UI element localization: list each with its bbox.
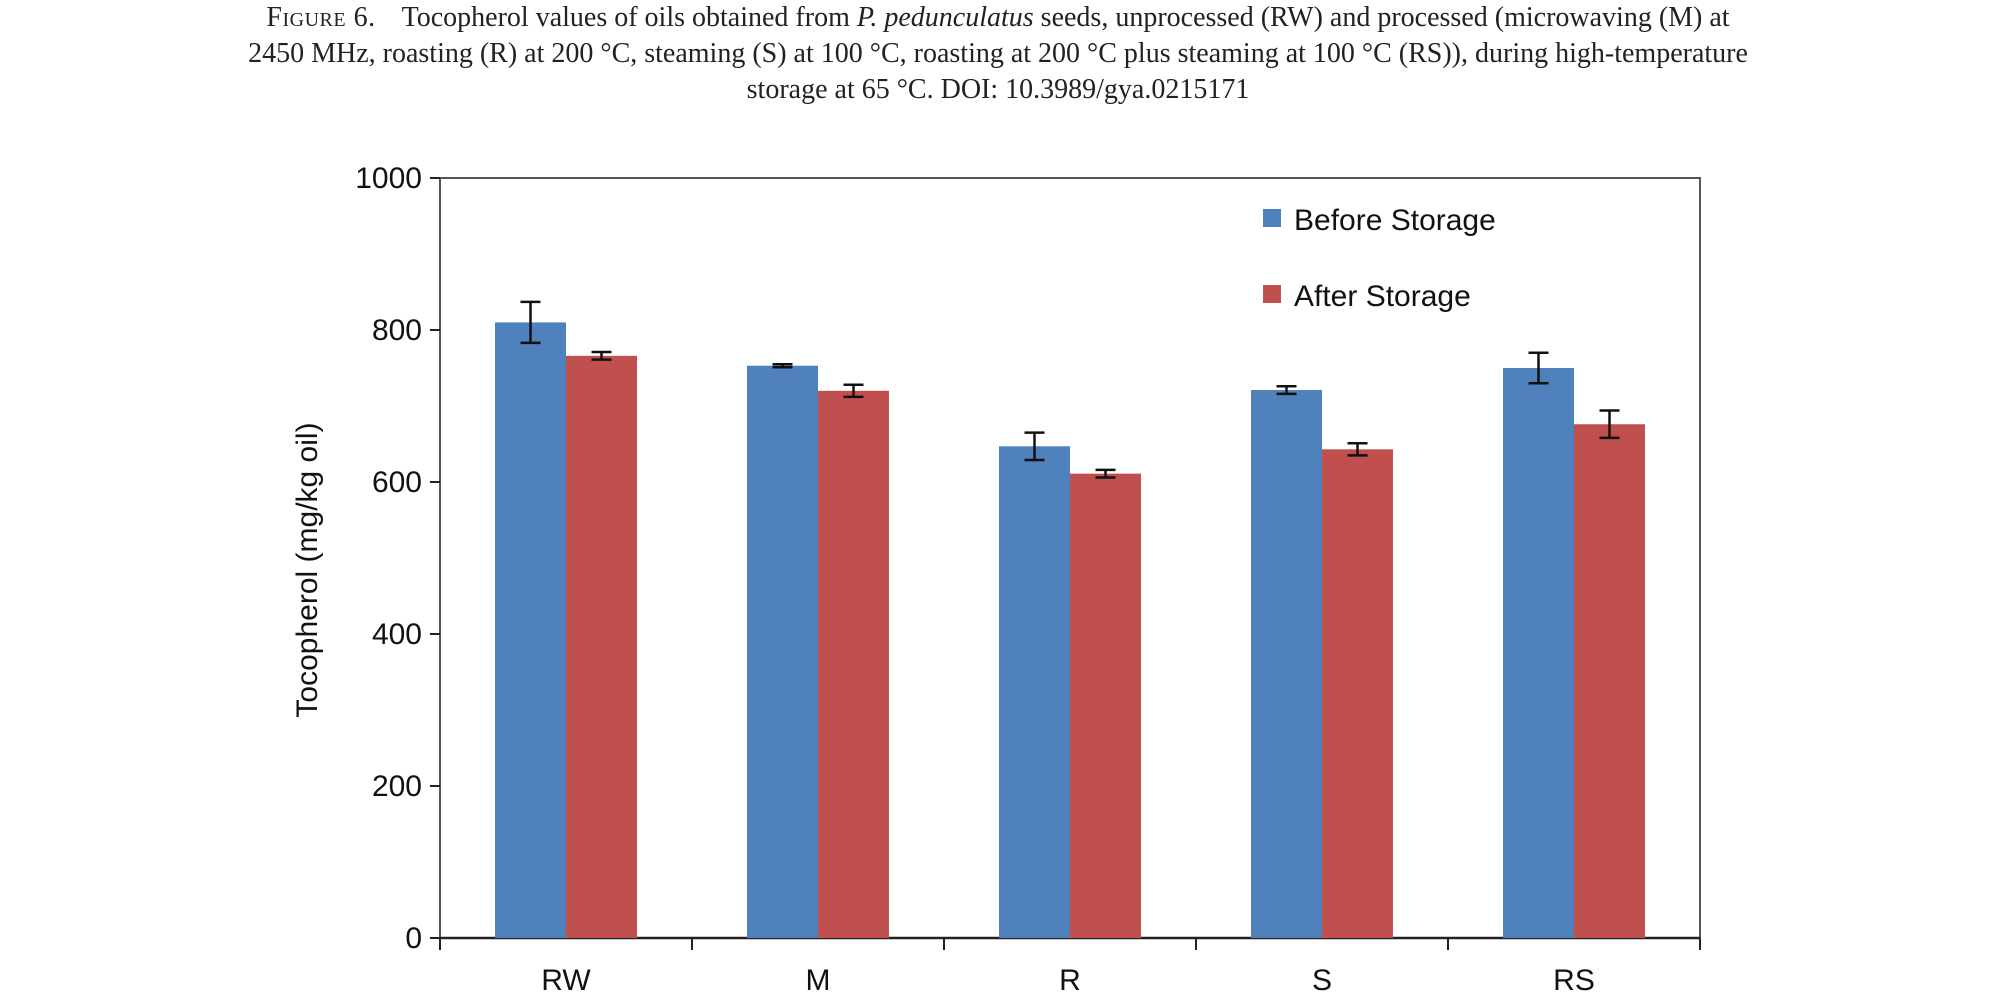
bar: [999, 446, 1070, 938]
legend-swatch: [1263, 285, 1281, 303]
bar: [1251, 390, 1322, 938]
legend-label: After Storage: [1294, 280, 1471, 313]
y-tick-label: 1000: [355, 162, 422, 195]
y-tick-label: 800: [372, 314, 422, 347]
figure-caption: Figure 6. Tocopherol values of oils obtai…: [0, 0, 1996, 108]
bar: [818, 390, 889, 938]
bar: [495, 322, 566, 938]
bar: [1322, 449, 1393, 938]
y-tick-label: 0: [405, 922, 422, 955]
x-tick-label: R: [1059, 964, 1081, 997]
bar: [566, 355, 637, 939]
y-tick-label: 200: [372, 770, 422, 803]
legend-label: Before Storage: [1294, 204, 1496, 237]
y-axis-label: Tocopherol (mg/kg oil): [291, 422, 324, 717]
figure-label: Figure 6.: [266, 2, 376, 33]
bar: [1574, 424, 1645, 938]
caption-species-name: P. pedunculatus: [856, 2, 1034, 33]
legend-swatch: [1263, 209, 1281, 227]
x-tick-label: RW: [541, 964, 591, 997]
y-tick-label: 600: [372, 466, 422, 499]
y-tick-label: 400: [372, 618, 422, 651]
caption-line3: storage at 65 °C. DOI: 10.3989/gya.02151…: [746, 74, 1250, 105]
x-tick-label: M: [806, 964, 831, 997]
x-tick-label: S: [1312, 964, 1332, 997]
bar: [1070, 473, 1141, 938]
x-tick-label: RS: [1553, 964, 1595, 997]
caption-line1-end: seeds, unprocessed (RW) and processed (m…: [1033, 2, 1730, 33]
bar: [1503, 368, 1574, 938]
bar: [747, 365, 818, 939]
caption-text-start: Tocopherol values of oils obtained from: [401, 2, 857, 33]
caption-line2: 2450 MHz, roasting (R) at 200 °C, steami…: [248, 38, 1748, 69]
